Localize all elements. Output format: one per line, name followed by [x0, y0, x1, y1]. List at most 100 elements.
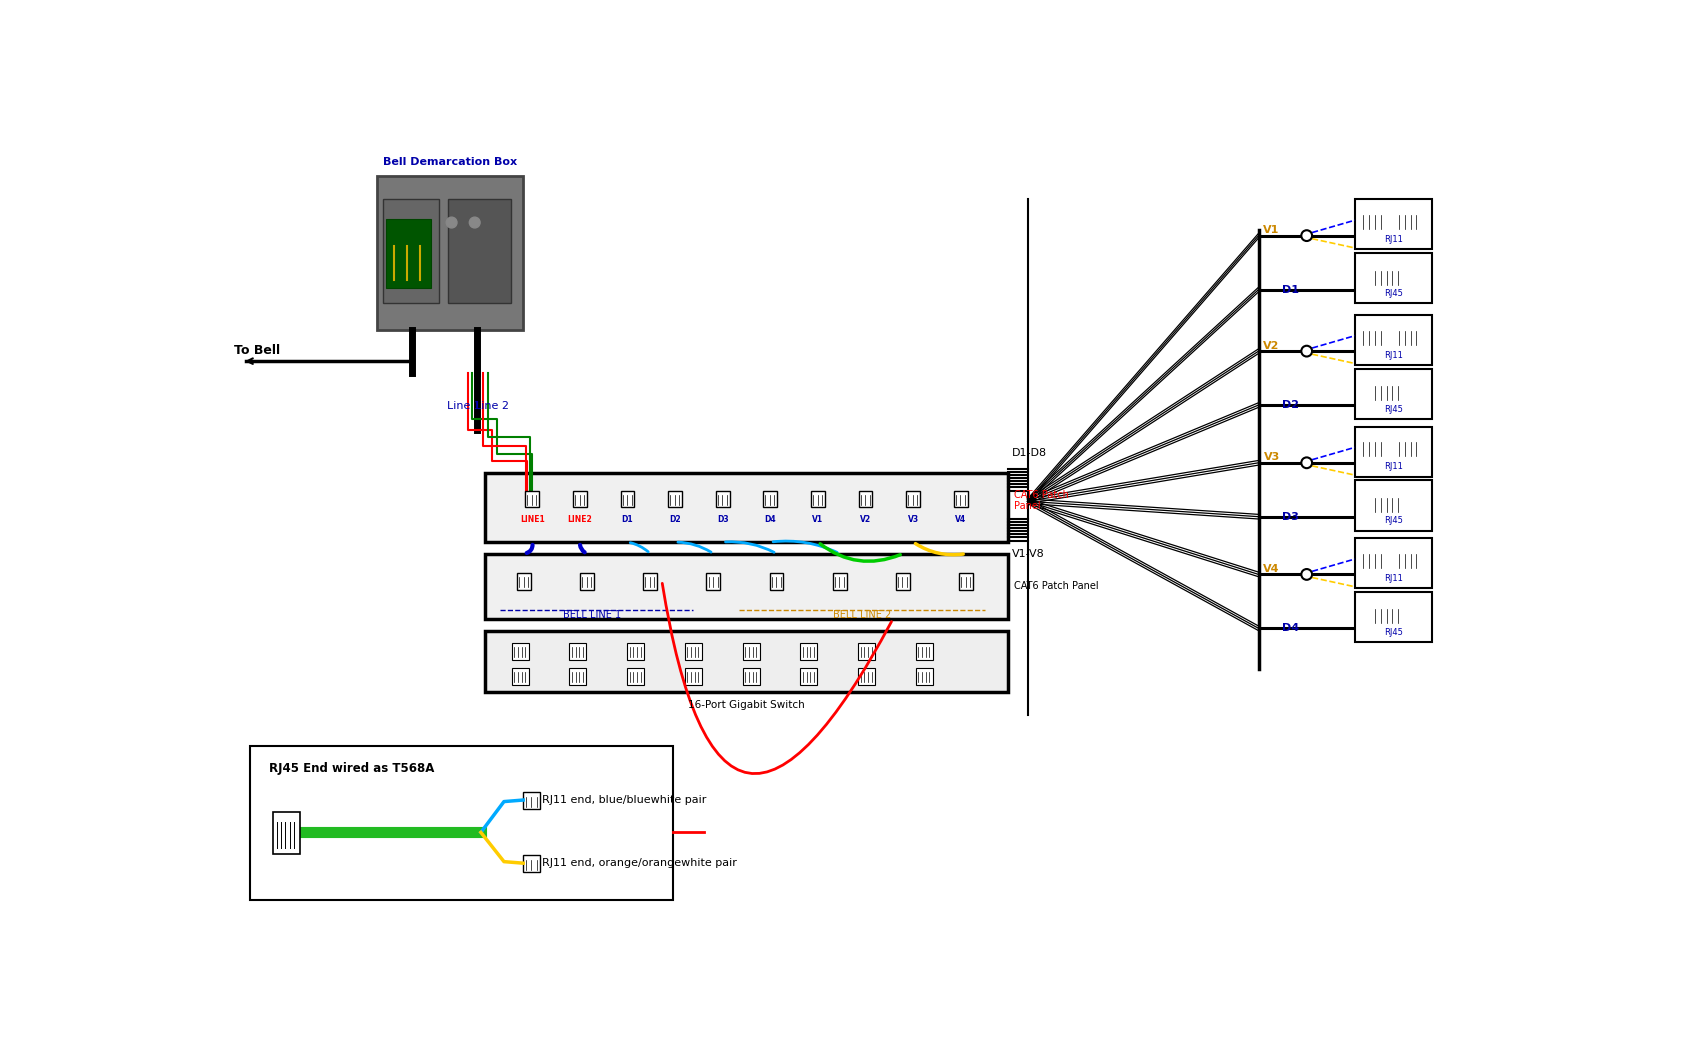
Circle shape: [1301, 346, 1312, 357]
Bar: [1371, 604, 1404, 627]
Bar: [376, 177, 523, 331]
Bar: [917, 667, 933, 684]
Bar: [743, 643, 760, 660]
Circle shape: [446, 218, 457, 228]
Bar: [810, 491, 825, 507]
Bar: [1359, 436, 1386, 459]
Bar: [763, 491, 776, 507]
Text: D1: D1: [621, 515, 633, 524]
Bar: [685, 643, 702, 660]
Circle shape: [1301, 230, 1312, 241]
Bar: [917, 643, 933, 660]
Bar: [1355, 592, 1431, 642]
Bar: [643, 573, 657, 590]
Text: V4: V4: [1263, 564, 1280, 574]
Bar: [621, 491, 635, 507]
Bar: [1371, 492, 1404, 515]
Bar: [743, 667, 760, 684]
Bar: [1359, 209, 1386, 232]
Bar: [569, 667, 586, 684]
Bar: [906, 491, 920, 507]
Bar: [668, 491, 682, 507]
Bar: [1394, 325, 1421, 348]
Circle shape: [1301, 457, 1312, 469]
Text: D1-D8: D1-D8: [1013, 448, 1047, 458]
Circle shape: [469, 218, 479, 228]
Bar: [896, 573, 910, 590]
Bar: [628, 643, 645, 660]
Bar: [523, 792, 540, 810]
Bar: [1355, 480, 1431, 530]
Text: RJ45 End wired as T568A: RJ45 End wired as T568A: [268, 761, 434, 774]
Text: V1: V1: [1263, 225, 1280, 235]
Bar: [447, 200, 511, 303]
Bar: [800, 643, 817, 660]
Text: D4: D4: [1281, 623, 1298, 633]
Text: D2: D2: [1281, 400, 1298, 410]
Bar: [1359, 548, 1386, 571]
Bar: [1359, 325, 1386, 348]
Bar: [1355, 315, 1431, 365]
Bar: [484, 473, 1008, 542]
Text: D3: D3: [1281, 511, 1298, 522]
Bar: [1355, 369, 1431, 418]
Bar: [1355, 253, 1431, 303]
Text: BELL LINE 1: BELL LINE 1: [564, 610, 621, 620]
Bar: [511, 667, 528, 684]
Text: D4: D4: [765, 515, 776, 524]
Bar: [1394, 209, 1421, 232]
Bar: [511, 643, 528, 660]
Text: LINE1: LINE1: [520, 515, 545, 524]
Bar: [1355, 200, 1431, 250]
Bar: [273, 812, 300, 854]
Bar: [858, 667, 874, 684]
Bar: [858, 643, 874, 660]
Bar: [716, 491, 729, 507]
Bar: [685, 667, 702, 684]
Bar: [517, 573, 532, 590]
Bar: [484, 553, 1008, 619]
Bar: [1355, 427, 1431, 477]
Text: RJ11 end, blue/bluewhite pair: RJ11 end, blue/bluewhite pair: [542, 795, 707, 805]
Bar: [1371, 381, 1404, 404]
Bar: [572, 491, 587, 507]
Bar: [1371, 265, 1404, 288]
FancyArrowPatch shape: [662, 584, 891, 774]
Text: BELL LINE 2: BELL LINE 2: [832, 610, 891, 620]
Text: RJ45: RJ45: [1384, 405, 1403, 413]
Text: V1-V8: V1-V8: [1013, 549, 1045, 559]
Bar: [250, 746, 674, 901]
Text: RJ11 end, orange/orangewhite pair: RJ11 end, orange/orangewhite pair: [542, 858, 738, 868]
Bar: [387, 219, 430, 288]
Bar: [484, 631, 1008, 692]
Text: To Bell: To Bell: [235, 344, 280, 358]
Bar: [569, 643, 586, 660]
Text: CAT6 Patch Panel: CAT6 Patch Panel: [1014, 582, 1099, 591]
Text: RJ45: RJ45: [1384, 628, 1403, 637]
Text: RJ11: RJ11: [1384, 462, 1403, 472]
Circle shape: [1301, 569, 1312, 579]
Text: RJ45: RJ45: [1384, 289, 1403, 298]
Text: RJ45: RJ45: [1384, 516, 1403, 525]
Bar: [525, 491, 538, 507]
Bar: [1355, 539, 1431, 588]
Bar: [523, 856, 540, 872]
Text: CAT6 Patch
Panel: CAT6 Patch Panel: [1014, 490, 1070, 511]
Text: V3: V3: [1264, 452, 1280, 462]
Text: D3: D3: [717, 515, 729, 524]
Bar: [1394, 436, 1421, 459]
Text: Bell Demarcation Box: Bell Demarcation Box: [383, 157, 517, 167]
Bar: [581, 573, 594, 590]
Bar: [959, 573, 972, 590]
Bar: [770, 573, 783, 590]
Text: V2: V2: [859, 515, 871, 524]
Bar: [832, 573, 847, 590]
Text: D2: D2: [670, 515, 680, 524]
Text: V3: V3: [908, 515, 918, 524]
Bar: [383, 200, 439, 303]
Text: V4: V4: [955, 515, 966, 524]
Text: Line 1: Line 1: [447, 402, 481, 411]
Bar: [707, 573, 721, 590]
Text: V1: V1: [812, 515, 824, 524]
Text: RJ11: RJ11: [1384, 235, 1403, 244]
